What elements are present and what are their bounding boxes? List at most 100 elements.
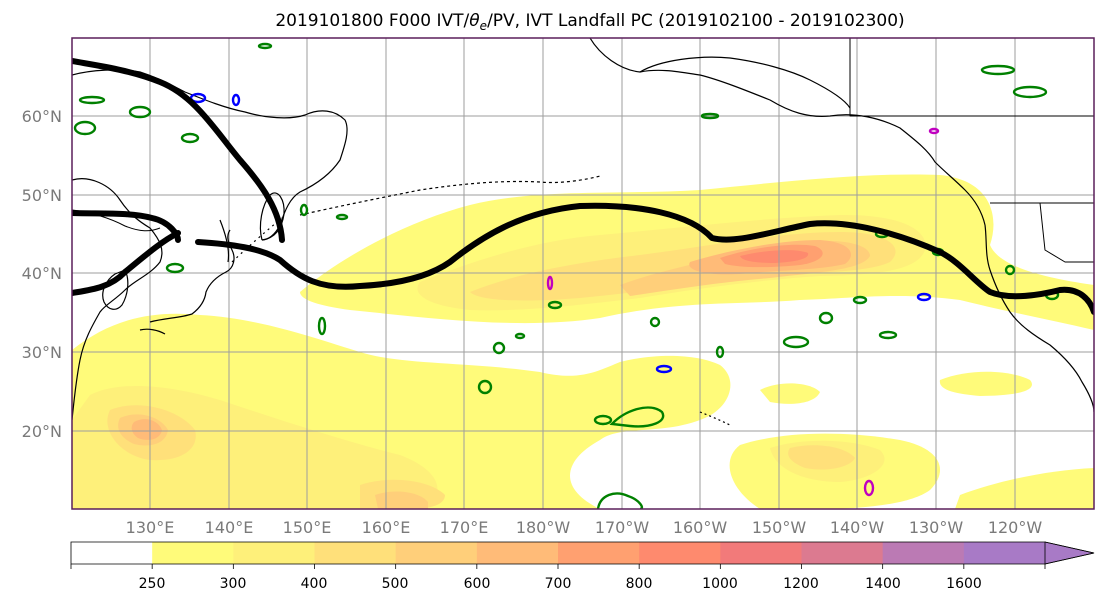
colorbar-swatch: [152, 542, 234, 564]
lat-label-50n: 50°N: [22, 186, 62, 205]
colorbar-label-600: 600: [464, 576, 491, 592]
theta-e-contour: [257, 42, 273, 50]
lon-label-130e: 130°E: [126, 518, 175, 537]
theta-e-contour: [547, 300, 563, 310]
theta-e-contour: [165, 262, 185, 274]
ivt-landfall-pc-lines: [72, 58, 1094, 315]
alaska-inner: [639, 56, 851, 109]
lon-label-170w: 170°W: [595, 518, 650, 537]
ivt-fill-500: [375, 491, 428, 509]
lat-labels: 60°N 50°N 40°N 30°N 20°N: [22, 107, 62, 441]
aleutians: [299, 175, 601, 216]
lon-label-150e: 150°E: [283, 518, 332, 537]
colorbar-swatches: [71, 542, 1046, 564]
theta-e-contour: [980, 64, 1016, 76]
colorbar-swatch: [720, 542, 803, 564]
lon-label-140w: 140°W: [830, 518, 885, 537]
theta-e-contour: [299, 203, 309, 217]
lat-label-60n: 60°N: [22, 107, 62, 126]
theta-e-contour: [878, 330, 898, 340]
colorbar-label-500: 500: [382, 576, 409, 592]
colorbar-label-800: 800: [626, 576, 653, 592]
theta-e-contour: [180, 132, 200, 144]
theta-e-contour: [1004, 264, 1016, 276]
pc-line-north: [72, 58, 285, 243]
pv-contour: [231, 93, 241, 107]
theta-e-contour: [1012, 85, 1048, 99]
theta-e-contour: [715, 345, 725, 359]
lon-label-180w: 180°W: [516, 518, 571, 537]
north-america-coast: [984, 224, 1094, 413]
colorbar-swatch: [801, 542, 884, 564]
lon-label-120w: 120°W: [988, 518, 1043, 537]
theta-e-contour: [818, 311, 834, 325]
colorbar-swatch: [71, 542, 153, 564]
lat-label-40n: 40°N: [22, 264, 62, 283]
theta-e-contour: [317, 316, 327, 336]
theta-e-contour: [609, 406, 665, 428]
colorbar-swatch: [963, 542, 1046, 564]
theta-e-contour: [649, 316, 661, 328]
colorbar-label-700: 700: [545, 576, 572, 592]
lon-labels: 130°E 140°E 150°E 160°E 170°E 180°W 170°…: [126, 518, 1043, 537]
theta-e-contour: [593, 414, 613, 426]
pc-line-main: [72, 202, 1094, 315]
colorbar-label-300: 300: [220, 576, 247, 592]
colorbar: 250 300 400 500 600 700 800 1000 1200 14…: [70, 541, 1095, 592]
colorbar-label-1600: 1600: [946, 576, 982, 592]
pv-contour: [546, 275, 554, 291]
pv-contour: [189, 92, 207, 104]
theta-e-contour: [514, 332, 526, 340]
title-subscript: e: [480, 19, 487, 33]
theta-e-contour: [78, 95, 106, 105]
colorbar-label-250: 250: [139, 576, 166, 592]
theta-e-contour: [73, 120, 97, 136]
hawaii: [699, 411, 733, 427]
ivt-fill-400: [788, 445, 855, 470]
pv-contour: [916, 292, 932, 302]
colorbar-swatch: [558, 542, 640, 564]
ivt-filled-contours: [72, 174, 1094, 509]
theta-e-contour: [596, 492, 644, 509]
colorbar-label-1000: 1000: [702, 576, 738, 592]
theta-e-contour: [700, 112, 720, 120]
colorbar-swatch: [395, 542, 478, 564]
theta-e-contour: [128, 105, 152, 119]
pv-contour: [655, 364, 673, 374]
canada-border: [849, 38, 1094, 263]
lon-label-160e: 160°E: [362, 518, 411, 537]
map-panel: [72, 38, 1094, 509]
lon-label-140e: 140°E: [205, 518, 254, 537]
colorbar-label-400: 400: [301, 576, 328, 592]
ivt-fill-250: [760, 383, 820, 404]
pv-contours: [189, 92, 940, 497]
title-theta: θ: [469, 11, 480, 31]
lat-label-20n: 20°N: [22, 422, 62, 441]
colorbar-outline: [70, 541, 1095, 565]
lon-label-160w: 160°W: [673, 518, 728, 537]
colorbar-swatch: [314, 542, 397, 564]
ivt-fill-250: [955, 468, 1094, 509]
ivt-fill-600: [131, 419, 162, 440]
ivt-fill-250: [939, 371, 1032, 396]
title-prefix: 2019101800 F000 IVT/: [275, 11, 469, 31]
colorbar-swatch: [476, 542, 559, 564]
colorbar-extend-arrow: [1044, 541, 1095, 565]
alaska-coast: [589, 38, 986, 226]
colorbar-labels: 250 300 400 500 600 700 800 1000 1200 14…: [139, 576, 982, 592]
theta-e-contours: [73, 42, 1060, 509]
theta-e-contour: [852, 295, 868, 305]
lat-label-30n: 30°N: [22, 343, 62, 362]
theta-e-contour: [477, 379, 493, 395]
ivt-fill-800: [740, 250, 809, 263]
lon-label-130w: 130°W: [909, 518, 964, 537]
map-frame: [71, 37, 1095, 510]
title-suffix: /PV, IVT Landfall PC (2019102100 - 20191…: [487, 11, 905, 31]
theta-e-contour: [782, 335, 810, 349]
colorbar-swatch: [882, 542, 965, 564]
colorbar-swatch: [639, 542, 721, 564]
colorbar-ticks: [70, 564, 1046, 569]
lon-label-150w: 150°W: [752, 518, 807, 537]
colorbar-swatch: [233, 542, 316, 564]
